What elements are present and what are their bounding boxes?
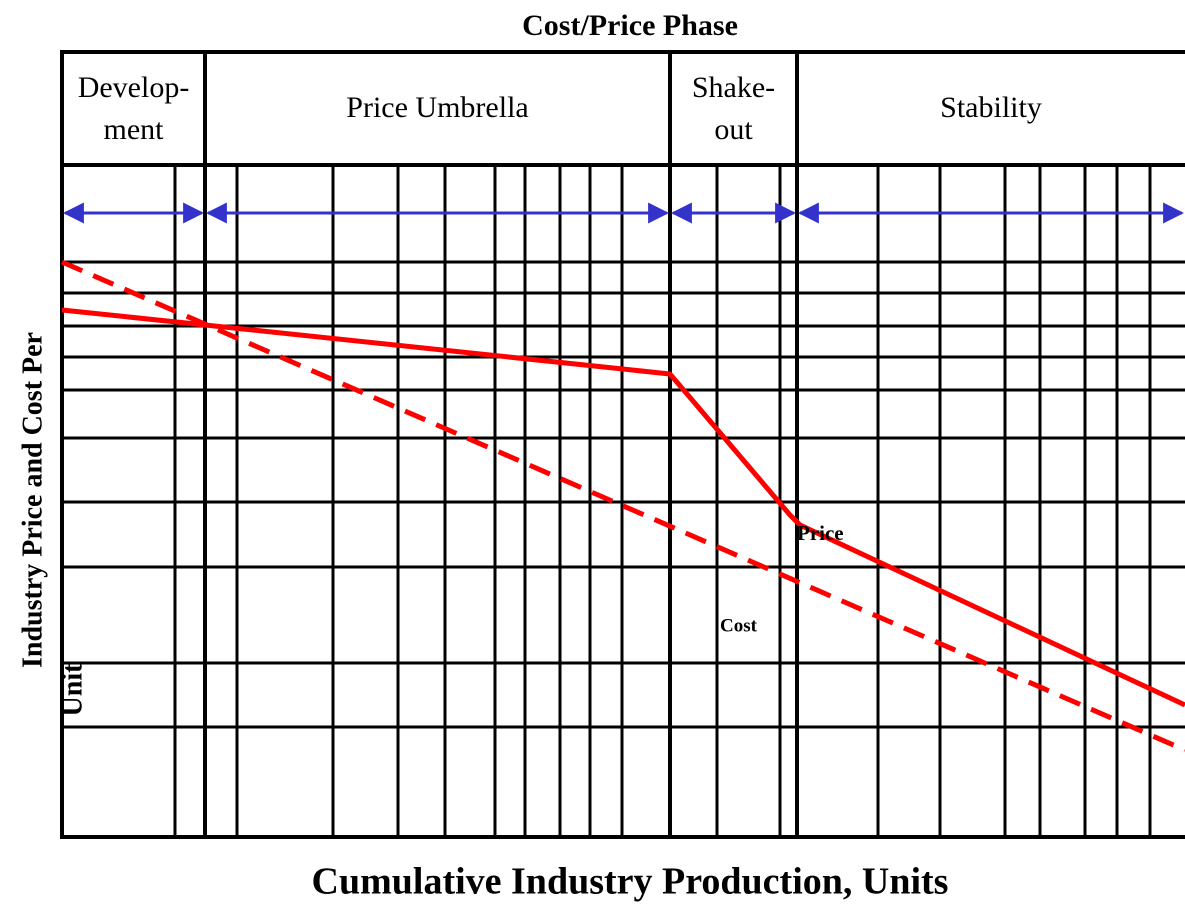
cost-label: Cost [720,615,758,636]
y-axis-label: Unit [57,663,88,717]
cost-curve [61,259,1185,753]
phase-label: Shake- [692,71,775,104]
y-axis-label: Industry Price and Cost Per [17,332,48,668]
phase-label: out [714,113,753,146]
price-label: Price [797,521,844,545]
title: Cost/Price Phase [522,9,738,42]
price-curve [61,307,1185,708]
x-axis-label: Cumulative Industry Production, Units [312,861,949,903]
phase-label: ment [104,113,165,146]
phase-label: Develop- [78,71,190,104]
phase-label: Stability [940,91,1042,124]
phase-label: Price Umbrella [346,91,528,124]
grid [60,50,1185,839]
